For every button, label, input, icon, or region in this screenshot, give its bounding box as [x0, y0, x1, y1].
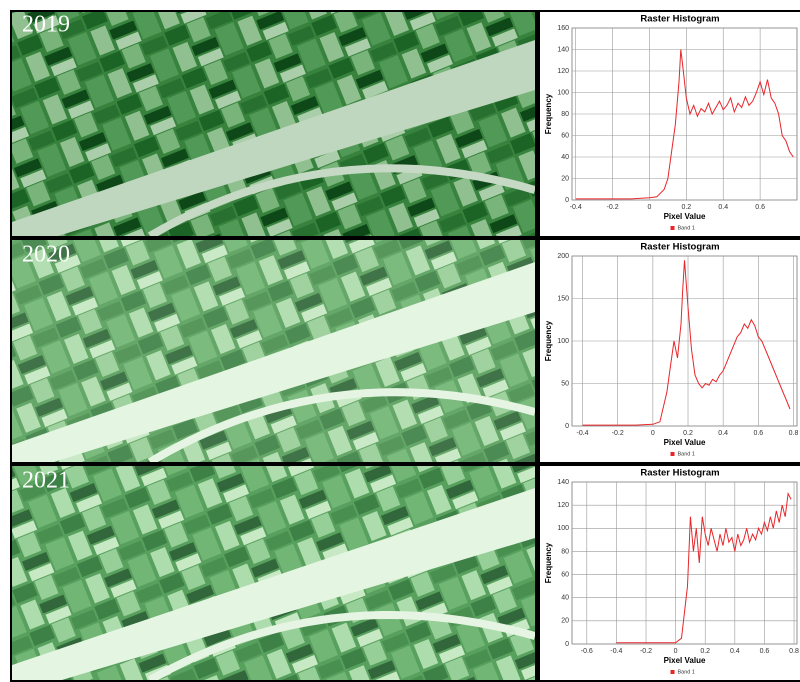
x-axis-label: Pixel Value	[664, 212, 706, 221]
x-tick-label: 0.4	[718, 430, 728, 437]
histogram-panel: Raster Histogram 0 20 40 60 80 100 120 140 -0.6 -0…	[540, 466, 800, 680]
histogram-panel: Raster Histogram 0 50 100 150 200 -0.4 -0.2 0 0.2…	[540, 240, 800, 462]
satellite-image	[12, 12, 535, 250]
y-tick-label: 0	[565, 423, 569, 430]
plot-area	[572, 482, 797, 644]
y-axis-label: Frequency	[544, 320, 553, 361]
year-label: 2019	[22, 12, 70, 38]
x-tick-label: -0.4	[610, 648, 622, 655]
y-tick-label: 160	[557, 25, 569, 32]
x-tick-label: -0.4	[570, 204, 582, 211]
x-tick-label: 0.2	[681, 204, 691, 211]
x-tick-label: 0.4	[730, 648, 740, 655]
chart-title: Raster Histogram	[640, 242, 719, 253]
x-tick-label: 0.2	[700, 648, 710, 655]
x-tick-label: -0.6	[581, 648, 593, 655]
x-tick-label: 0.4	[718, 204, 728, 211]
histogram-panel: Raster Histogram 0 20 40 60 80 100 120 140 160 -0.…	[540, 12, 800, 236]
x-tick-label: 0	[674, 648, 678, 655]
legend-label: Band 1	[678, 225, 695, 231]
y-tick-label: 120	[557, 502, 569, 509]
chart-title: Raster Histogram	[640, 14, 719, 25]
year-label: 2021	[22, 468, 70, 494]
y-tick-label: 200	[557, 253, 569, 260]
year-label: 2020	[22, 242, 70, 268]
y-tick-label: 140	[557, 479, 569, 486]
legend-swatch	[671, 670, 675, 674]
y-tick-label: 80	[561, 111, 569, 118]
y-axis-label: Frequency	[544, 93, 553, 134]
legend-label: Band 1	[678, 451, 695, 457]
y-tick-label: 60	[561, 571, 569, 578]
y-tick-label: 40	[561, 154, 569, 161]
y-tick-label: 140	[557, 46, 569, 53]
legend-swatch	[671, 452, 675, 456]
x-axis-label: Pixel Value	[664, 438, 706, 447]
x-tick-label: -0.4	[577, 430, 589, 437]
y-tick-label: 100	[557, 525, 569, 532]
x-tick-label: 0.6	[753, 430, 763, 437]
y-axis-label: Frequency	[544, 542, 553, 583]
y-tick-label: 40	[561, 595, 569, 602]
x-tick-label: 0.6	[755, 204, 765, 211]
satellite-image	[12, 240, 535, 475]
x-tick-label: -0.2	[607, 204, 619, 211]
x-tick-label: 0.8	[789, 430, 799, 437]
y-tick-label: 100	[557, 338, 569, 345]
y-tick-label: 0	[565, 641, 569, 648]
chart-title: Raster Histogram	[640, 468, 719, 479]
y-tick-label: 50	[561, 380, 569, 387]
y-tick-label: 150	[557, 295, 569, 302]
y-tick-label: 80	[561, 548, 569, 555]
x-tick-label: 0.2	[683, 430, 693, 437]
legend-swatch	[671, 226, 675, 230]
legend-label: Band 1	[678, 669, 695, 675]
y-tick-label: 100	[557, 89, 569, 96]
x-tick-label: 0	[648, 204, 652, 211]
satellite-image	[12, 466, 535, 682]
x-axis-label: Pixel Value	[664, 656, 706, 665]
y-tick-label: 60	[561, 132, 569, 139]
x-tick-label: 0.6	[760, 648, 770, 655]
x-tick-label: 0.8	[789, 648, 799, 655]
figure: 2019 2020 2021 Raster Histogram 0 20 40 60 80…	[0, 0, 800, 682]
x-tick-label: 0	[651, 430, 655, 437]
y-tick-label: 120	[557, 68, 569, 75]
y-tick-label: 20	[561, 618, 569, 625]
y-tick-label: 20	[561, 175, 569, 182]
y-tick-label: 0	[565, 197, 569, 204]
x-tick-label: -0.2	[640, 648, 652, 655]
x-tick-label: -0.2	[612, 430, 624, 437]
